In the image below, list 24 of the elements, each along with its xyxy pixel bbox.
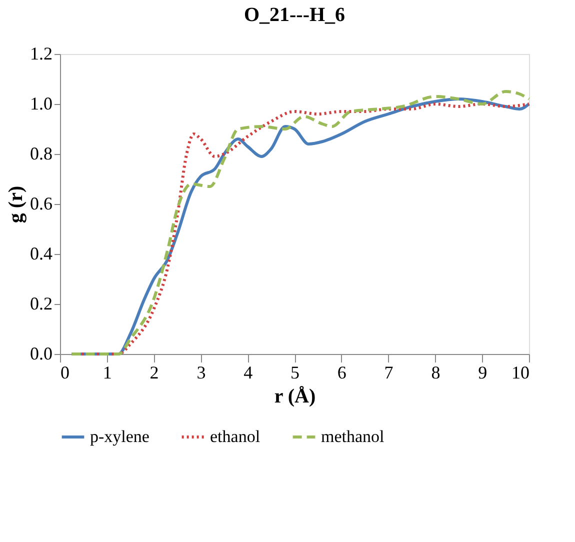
- y-tick-label: 0.4: [30, 244, 52, 264]
- x-tick-label: 10: [512, 362, 530, 382]
- y-tick-label: 1.2: [30, 44, 52, 64]
- legend-label: p-xylene: [90, 427, 150, 446]
- x-tick-label: 0: [60, 362, 70, 382]
- x-axis-title: r (Å): [274, 386, 316, 408]
- y-tick-label: 0.0: [30, 344, 52, 364]
- y-axis-title: g (r): [5, 186, 27, 224]
- legend-label: ethanol: [210, 427, 260, 446]
- x-tick-label: 6: [337, 362, 346, 382]
- x-tick-label: 2: [150, 362, 159, 382]
- x-tick-label: 8: [431, 362, 440, 382]
- x-tick-label: 5: [290, 362, 300, 382]
- y-tick-label: 1.0: [30, 94, 52, 114]
- y-tick-label: 0.6: [30, 194, 52, 214]
- x-tick-label: 3: [196, 362, 206, 382]
- y-tick-label: 0.8: [30, 144, 52, 164]
- x-tick-label: 9: [478, 362, 488, 382]
- y-tick-label: 0.2: [30, 294, 52, 314]
- x-tick-label: 7: [384, 362, 394, 382]
- chart-title: O_21---H_6: [244, 4, 346, 26]
- x-tick-label: 4: [244, 362, 253, 382]
- legend-label: methanol: [321, 427, 385, 446]
- x-tick-label: 1: [102, 362, 112, 382]
